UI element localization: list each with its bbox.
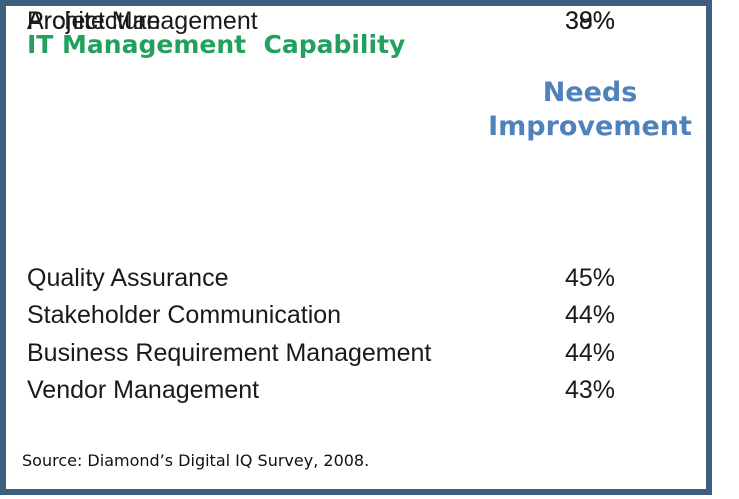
row-value: 44%	[564, 301, 616, 329]
row-label: Project Management	[27, 7, 258, 35]
column-header-line2: Improvement	[488, 111, 692, 142]
column-header-needs-improvement: Needs Improvement	[470, 76, 710, 144]
row-value: 43%	[564, 376, 616, 404]
figure-title: IT Management Capability	[27, 30, 406, 59]
table-row: Business Requirement Management 44%	[6, 338, 706, 375]
figure-frame: IT Management Capability Needs Improveme…	[0, 0, 712, 495]
row-value: 45%	[564, 264, 616, 292]
table-row: Architecture 38%	[6, 6, 706, 43]
row-label: Stakeholder Communication	[27, 301, 342, 329]
row-value: 38%	[564, 7, 616, 35]
row-value: 39%	[564, 7, 616, 35]
table-row: Stakeholder Communication 44%	[6, 300, 706, 337]
row-label: Vendor Management	[27, 376, 260, 404]
row-label: Business Requirement Management	[27, 339, 432, 367]
table-row: Vendor Management 43%	[6, 375, 706, 412]
column-header-line1: Needs	[542, 77, 638, 108]
table-row: Quality Assurance 45%	[6, 263, 706, 300]
table-row: Project Management 39%	[6, 6, 706, 43]
source-note: Source: Diamond’s Digital IQ Survey, 200…	[22, 451, 370, 470]
row-label: Quality Assurance	[27, 264, 229, 292]
row-label: Architecture	[27, 7, 161, 35]
row-value: 44%	[564, 339, 616, 367]
